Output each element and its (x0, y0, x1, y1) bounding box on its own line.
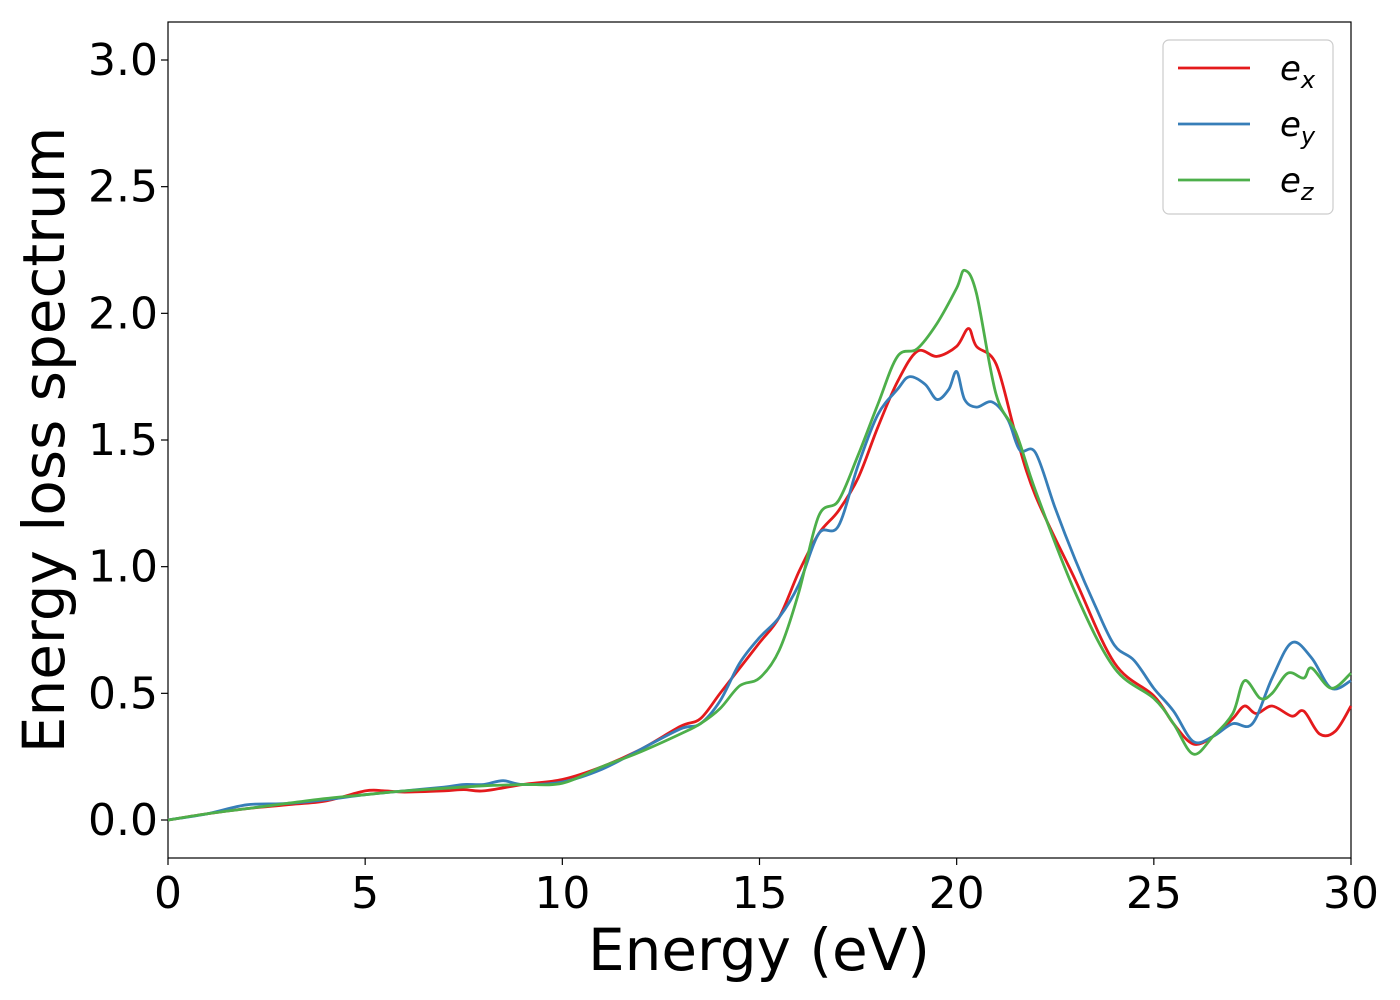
legend: ex ey ez (1162, 39, 1334, 215)
legend-label-ex: ex (1280, 49, 1316, 94)
legend-box (1162, 39, 1334, 215)
y-tick-label: 1.0 (88, 542, 158, 593)
series-line-ez (167, 268, 1352, 822)
x-tick-label: 5 (351, 868, 379, 919)
y-tick-label: 3.0 (88, 35, 158, 86)
y-tick-label: 1.5 (88, 415, 158, 466)
legend-label-ey: ey (1280, 105, 1316, 150)
x-tick-label: 0 (154, 868, 182, 919)
series-lines (167, 268, 1353, 822)
y-tick-label: 0.5 (88, 668, 158, 719)
y-axis-label: Energy loss spectrum (10, 127, 78, 753)
series-line-ey (167, 370, 1352, 822)
legend-label-ez: ez (1280, 161, 1315, 206)
y-tick-label: 0.0 (88, 795, 158, 846)
y-tick-label: 2.0 (88, 288, 158, 339)
x-tick-label: 15 (732, 868, 788, 919)
x-axis-label: Energy (eV) (588, 916, 930, 984)
y-tick-label: 2.5 (88, 162, 158, 213)
axis-ticks: 0 5 10 15 20 25 30 0.0 0.5 1.0 1.5 2.0 2.5 3.0 (88, 35, 1379, 919)
x-tick-label: 10 (534, 868, 590, 919)
x-tick-label: 25 (1126, 868, 1182, 919)
series-line-ex (167, 327, 1353, 822)
x-tick-label: 30 (1323, 868, 1379, 919)
x-tick-label: 20 (929, 868, 985, 919)
